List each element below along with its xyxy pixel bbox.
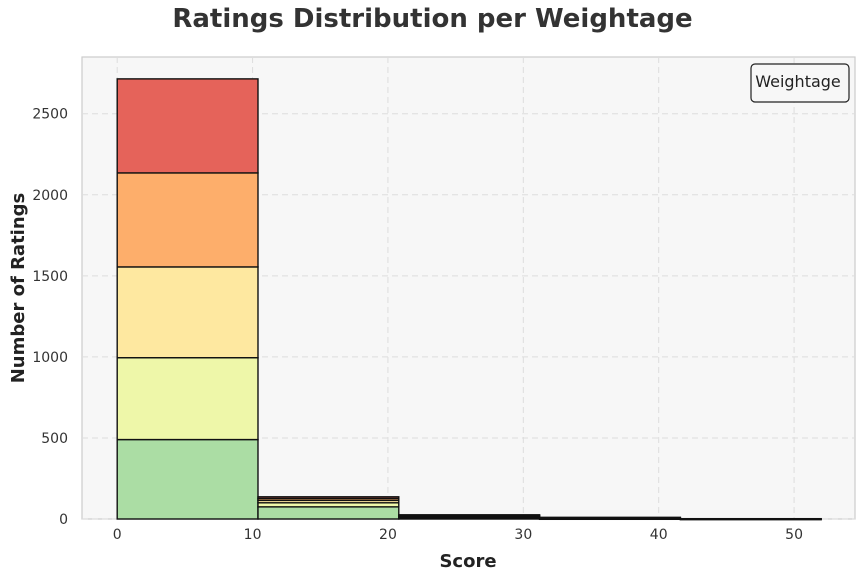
y-tick-label: 1500 [32,269,68,285]
legend: Weightage [750,63,850,103]
y-tick-label: 2000 [32,188,68,204]
y-axis-ticks: 0 500 1000 1500 2000 2500 [32,107,68,528]
y-axis-label: Number of Ratings [8,193,29,384]
y-tick-label: 2500 [32,107,68,123]
chart-title: Ratings Distribution per Weightage [172,4,693,34]
histogram-bar [257,506,400,520]
legend-box [750,63,850,103]
histogram-bar [116,172,259,268]
x-tick-label: 0 [113,527,122,543]
x-tick-label: 10 [244,527,262,543]
histogram-bar [116,438,259,520]
histogram-bar [538,516,682,519]
histogram-bar [679,517,822,521]
histogram-bar [257,496,400,500]
x-tick-label: 30 [514,527,532,543]
y-tick-label: 1000 [32,350,68,366]
histogram-bar [116,357,259,441]
y-tick-label: 500 [41,431,68,447]
histogram-bar [116,266,259,359]
x-axis-ticks: 0 10 20 30 40 50 [113,527,803,543]
x-axis-label: Score [439,551,496,572]
x-tick-label: 40 [650,527,668,543]
histogram-bar [116,78,259,174]
legend-title: Weightage [755,72,841,91]
histogram-bar [398,514,541,517]
y-tick-label: 0 [59,512,68,528]
x-tick-label: 50 [785,527,803,543]
bars [116,78,822,521]
x-tick-label: 20 [379,527,397,543]
